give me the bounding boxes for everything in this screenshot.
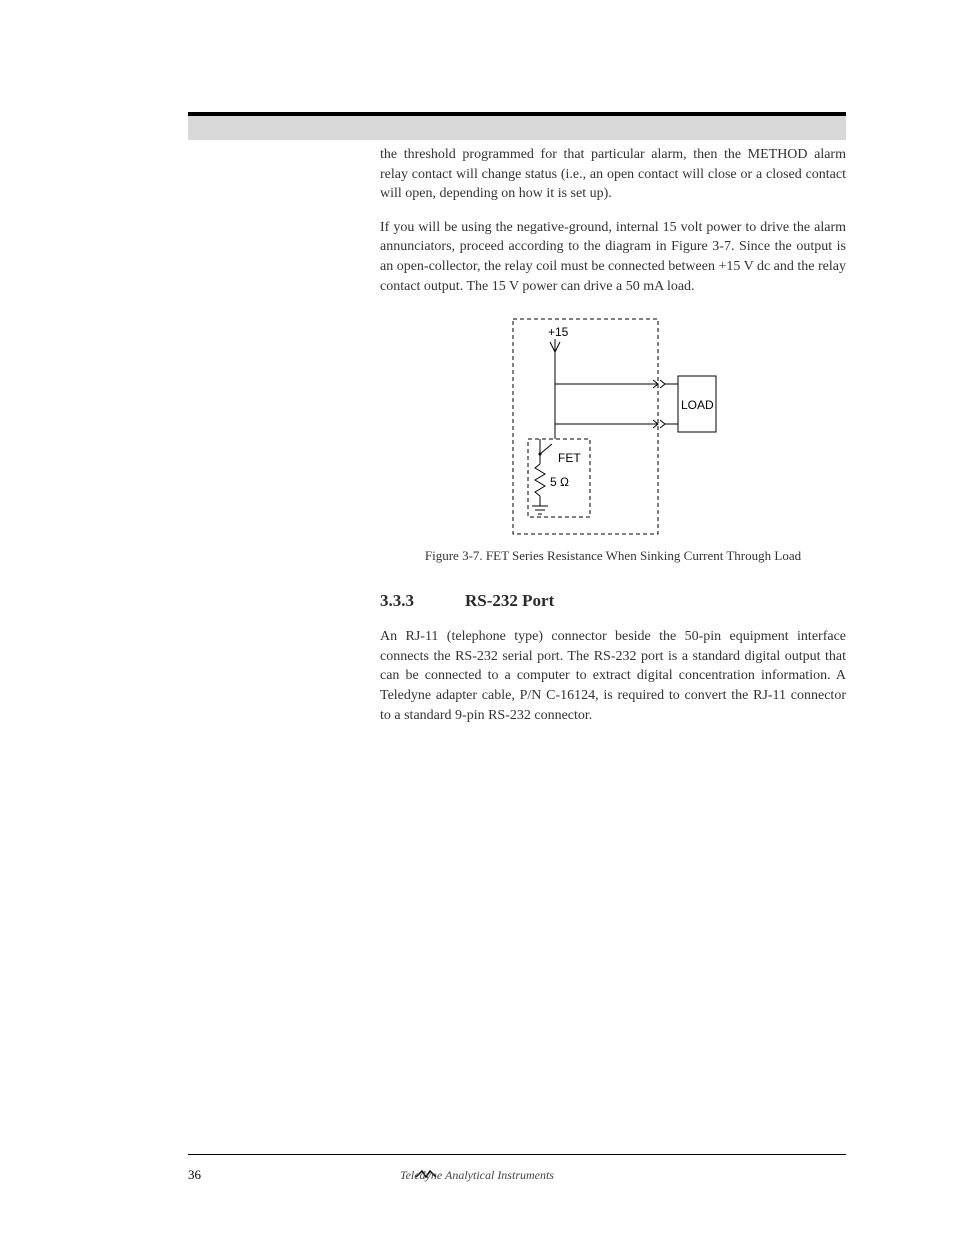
v15-label: +15 [548, 325, 569, 339]
section-heading: 3.3.3 RS-232 Port [380, 589, 846, 613]
paragraph: An RJ-11 (telephone type) connector besi… [380, 627, 846, 725]
section-number: 3.3.3 [380, 589, 465, 613]
fet-label: FET [558, 451, 581, 465]
circuit-svg: +15 LOAD FET [508, 314, 718, 539]
section-title: RS-232 Port [465, 589, 554, 613]
load-label: LOAD [681, 398, 714, 412]
resistor-label: 5 Ω [550, 475, 569, 489]
header-stripe [188, 112, 846, 140]
paragraph: the threshold programmed for that partic… [380, 145, 846, 204]
circuit-figure: +15 LOAD FET [508, 314, 718, 539]
footer-center: Teledyne Analytical Instruments [0, 1168, 954, 1183]
paragraph: If you will be using the negative-ground… [380, 218, 846, 296]
figure-caption: Figure 3-7. FET Series Resistance When S… [380, 547, 846, 565]
main-content: the threshold programmed for that partic… [380, 145, 846, 739]
footer-rule [188, 1154, 846, 1155]
